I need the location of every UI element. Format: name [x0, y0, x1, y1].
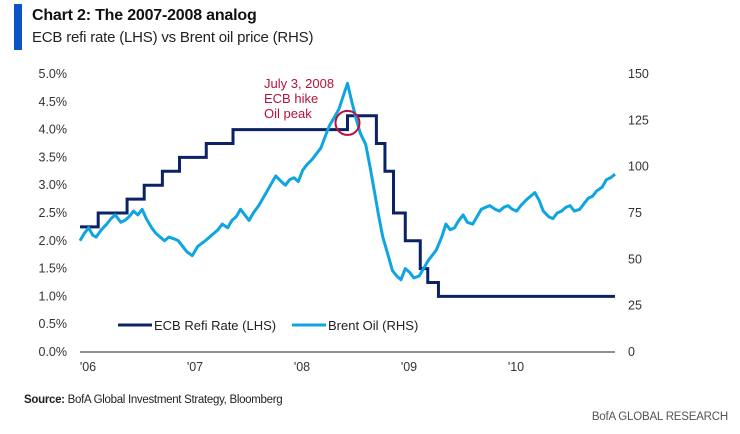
series-brent-oil — [78, 81, 616, 282]
legend: ECB Refi Rate (LHS) Brent Oil (RHS) — [118, 318, 418, 333]
x-axis: '06 '07 '08 '09 '10 — [80, 360, 524, 374]
y-left-tick-label: 3.5% — [39, 150, 68, 164]
x-tick-label: '10 — [508, 360, 524, 374]
annotation-circle — [334, 109, 361, 136]
y-left-tick-label: 2.5% — [39, 206, 68, 220]
source-label: Source: — [24, 394, 65, 406]
y-axis-left: 0.0% 0.5% 1.0% 1.5% 2.0% 2.5% 3.0% 3.5% 4.0% 4.5%… — [39, 67, 68, 359]
y-right-tick-label: 150 — [628, 67, 649, 81]
legend-label-oil: Brent Oil (RHS) — [328, 318, 418, 333]
y-right-tick-label: 100 — [628, 160, 649, 174]
y-axis-right: 0 25 50 75 100 125 150 — [628, 67, 649, 359]
x-tick-label: '06 — [80, 360, 96, 374]
x-tick-label: '07 — [187, 360, 203, 374]
series-ecb-refi-rate — [80, 114, 615, 298]
annotation-line-ecb: ECB hike — [264, 91, 318, 106]
chart-title: Chart 2: The 2007-2008 analog — [32, 7, 257, 24]
brand-footer: BofA GLOBAL RESEARCH — [591, 411, 728, 423]
y-left-tick-label: 2.0% — [39, 234, 68, 248]
source-text: BofA Global Investment Strategy, Bloombe… — [64, 394, 283, 406]
y-right-tick-label: 25 — [628, 299, 642, 313]
y-right-tick-label: 75 — [628, 206, 642, 220]
annotation-line-oil: Oil peak — [264, 106, 312, 121]
source-note: Source: BofA Global Investment Strategy,… — [24, 394, 283, 406]
y-left-tick-label: 4.5% — [39, 95, 68, 109]
y-left-tick-label: 5.0% — [39, 67, 68, 81]
chart-subtitle: ECB refi rate (LHS) vs Brent oil price (… — [32, 29, 314, 46]
y-left-tick-label: 1.0% — [39, 289, 68, 303]
legend-label-ecb: ECB Refi Rate (LHS) — [154, 318, 276, 333]
x-tick-label: '09 — [401, 360, 417, 374]
y-left-tick-label: 4.0% — [39, 123, 68, 137]
y-right-tick-label: 50 — [628, 252, 642, 266]
y-right-tick-label: 125 — [628, 113, 649, 127]
y-left-tick-label: 3.0% — [39, 178, 68, 192]
y-right-tick-label: 0 — [628, 345, 635, 359]
title-accent-bar — [14, 4, 22, 50]
annotation-line-date: July 3, 2008 — [264, 76, 334, 91]
x-tick-label: '08 — [294, 360, 310, 374]
annotation-july-2008: July 3, 2008 ECB hike Oil peak — [264, 76, 361, 136]
y-left-tick-label: 0.0% — [39, 345, 68, 359]
y-left-tick-label: 1.5% — [39, 262, 68, 276]
y-left-tick-label: 0.5% — [39, 317, 68, 331]
